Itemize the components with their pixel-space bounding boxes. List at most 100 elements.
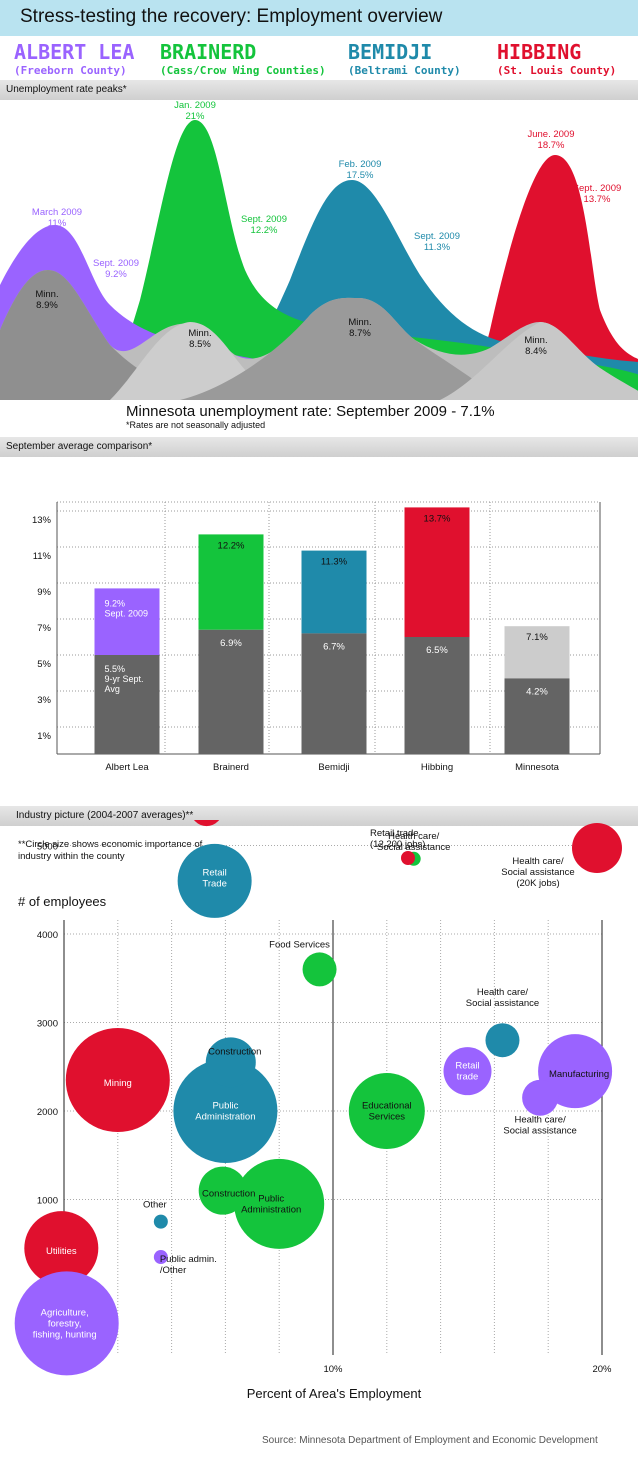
sept-label-albert-lea-month: Sept. 2009: [93, 258, 139, 269]
bar-sept-albert-lea: [94, 588, 160, 655]
bubble-label: Retail: [455, 1061, 479, 1072]
bar-value-caption: Sept. 2009: [105, 608, 149, 618]
bubble-label: Construction: [208, 1046, 261, 1057]
sept-label-albert-lea-value: 9.2%: [105, 269, 127, 280]
peak-label-brainerd-value: 21%: [185, 111, 205, 122]
bar-value-caption: Avg: [105, 684, 120, 694]
bar-value-label: 13.7%: [424, 513, 451, 524]
x-category-label: Minnesota: [515, 762, 560, 773]
region-sub: (Cass/Crow Wing Counties): [160, 64, 326, 77]
y-tick-label: 9%: [37, 587, 51, 598]
section-bar-industry: [0, 806, 638, 826]
y-tick-label: 1%: [37, 731, 51, 742]
x-category-label: Hibbing: [421, 762, 453, 773]
region-header-brainerd: BRAINERD (Cass/Crow Wing Counties): [160, 40, 326, 77]
bar-sept-minnesota: [504, 626, 570, 679]
bar-avg-brainerd: [198, 629, 264, 754]
bar-avg-albert-lea: [94, 655, 160, 754]
peak-label-hibbing-value: 18.7%: [538, 140, 565, 151]
bar-value-label: 11.3%: [321, 557, 348, 568]
minn-value-2: 8.5%: [189, 339, 211, 350]
x-category-label: Albert Lea: [105, 762, 149, 773]
bubble-bemidji-construction: [205, 1037, 256, 1088]
section-title-peaks: Unemployment rate peaks*: [6, 84, 127, 95]
minn-value-1: 8.9%: [36, 300, 58, 311]
peak-label-brainerd-month: Jan. 2009: [174, 100, 216, 111]
area-brainerd: [90, 120, 638, 400]
x-tick-label: 20%: [592, 1364, 612, 1375]
bubble-label: Services: [369, 1112, 406, 1123]
bubble-bemidji-health-care-social-assistance: [485, 1023, 520, 1058]
peak-label-albert-lea-value: 11%: [48, 218, 67, 229]
minn-label-3: Minn.: [348, 317, 371, 328]
y-tick-label: 2000: [37, 1107, 58, 1118]
bubble-label: Utilities: [46, 1246, 77, 1257]
area-hibbing: [430, 155, 638, 400]
bar-value-label: 12.2%: [218, 540, 245, 551]
bubble-label: (12,200 jobs): [370, 839, 425, 850]
bubble-brainerd-educational-services: [348, 1073, 425, 1149]
region-sub: (Beltrami County): [348, 64, 461, 77]
bubble-label: Health care/: [515, 1115, 567, 1126]
bar-avg-hibbing: [404, 637, 470, 754]
bar-value-label: 7.1%: [526, 632, 548, 643]
bubble-hibbing-utilities: [24, 1211, 99, 1286]
sept-label-brainerd-month: Sept. 2009: [241, 214, 287, 225]
bubble-label: forestry,: [48, 1318, 82, 1329]
region-sub: (St. Louis County): [497, 64, 617, 77]
peaks-footnote: *Rates are not seasonally adjusted: [126, 420, 266, 430]
minn-label-1: Minn.: [35, 289, 58, 300]
bubble-hibbing-public-administration: [194, 820, 220, 827]
y-tick-label: 13%: [32, 515, 52, 526]
industry-scatter-chart: # of employees Percent of Area's Employme…: [14, 820, 622, 1401]
minn-label-4: Minn.: [524, 335, 547, 346]
bubble-label: Public: [258, 1193, 284, 1204]
bubble-label: Administration: [241, 1204, 301, 1215]
bubble-label: Social assistance: [377, 842, 450, 853]
sept-label-hibbing-value: 13.7%: [584, 194, 611, 205]
bubble-albert-lea-health-care-social-assistance: [522, 1079, 559, 1116]
bubble-label: trade: [457, 1072, 479, 1083]
y-tick-label: 5000: [37, 842, 58, 853]
bubble-label: Social assistance: [466, 998, 539, 1009]
region-header-hibbing: HIBBING (St. Louis County): [497, 40, 616, 77]
bubble-label: Public admin.: [160, 1254, 217, 1265]
bubble-hibbing-mining: [65, 1028, 170, 1133]
bubble-label: Health care/: [477, 987, 529, 998]
bubble-label: Retail: [202, 867, 226, 878]
bubble-label: /Other: [160, 1265, 186, 1276]
bubble-bemidji-public-administration: [173, 1059, 278, 1163]
bubble-label: Social assistance: [503, 1126, 576, 1137]
y-tick-label: 3%: [37, 695, 51, 706]
bubble-label: Health care/: [388, 831, 440, 842]
circle-size-note: **Circle size shows economic importance …: [18, 839, 202, 863]
bar-value-label: 5.5%: [105, 664, 126, 674]
bubble-label: Public: [212, 1101, 238, 1112]
bubble-label: Manufacturing: [549, 1069, 609, 1080]
bar-sept-brainerd: [198, 534, 264, 630]
y-tick-label: 11%: [33, 551, 52, 562]
bar-value-label: 6.9%: [220, 638, 242, 649]
region-header-albert-lea: ALBERT LEA (Freeborn County): [14, 40, 134, 77]
region-name: HIBBING: [497, 40, 582, 64]
y-tick-label: 3000: [37, 1019, 58, 1030]
region-name: BRAINERD: [160, 40, 257, 64]
bubble-label: Construction: [202, 1189, 255, 1200]
sept-label-brainerd-value: 12.2%: [251, 225, 278, 236]
bubble-label: Other: [143, 1200, 167, 1211]
bubble-label: Mining: [104, 1078, 132, 1089]
bar-avg-minnesota: [504, 678, 570, 754]
bubble-albert-lea-retail-trade: [443, 1047, 492, 1096]
bubble-brainerd-public-administration: [234, 1158, 325, 1249]
bubble-bemidji-retail-trade: [177, 843, 252, 918]
september-bar-chart: 13% 11% 9% 7% 5% 3% 1% Albert Lea 9.2%Sept. 200…: [32, 501, 601, 773]
bubble-albert-lea-manufacturing: [538, 1034, 613, 1109]
sept-label-bemidji-value: 11.3%: [424, 242, 451, 253]
page-title: Stress-testing the recovery: Employment …: [20, 6, 443, 27]
y-tick-label: 1000: [37, 1196, 58, 1207]
bubble-hibbing-retail-trade: [401, 851, 415, 865]
y-axis-title: # of employees: [18, 894, 107, 909]
region-sub: (Freeborn County): [14, 64, 127, 77]
bar-sept-bemidji: [301, 550, 367, 634]
bubble-label: (20K jobs): [516, 878, 559, 889]
